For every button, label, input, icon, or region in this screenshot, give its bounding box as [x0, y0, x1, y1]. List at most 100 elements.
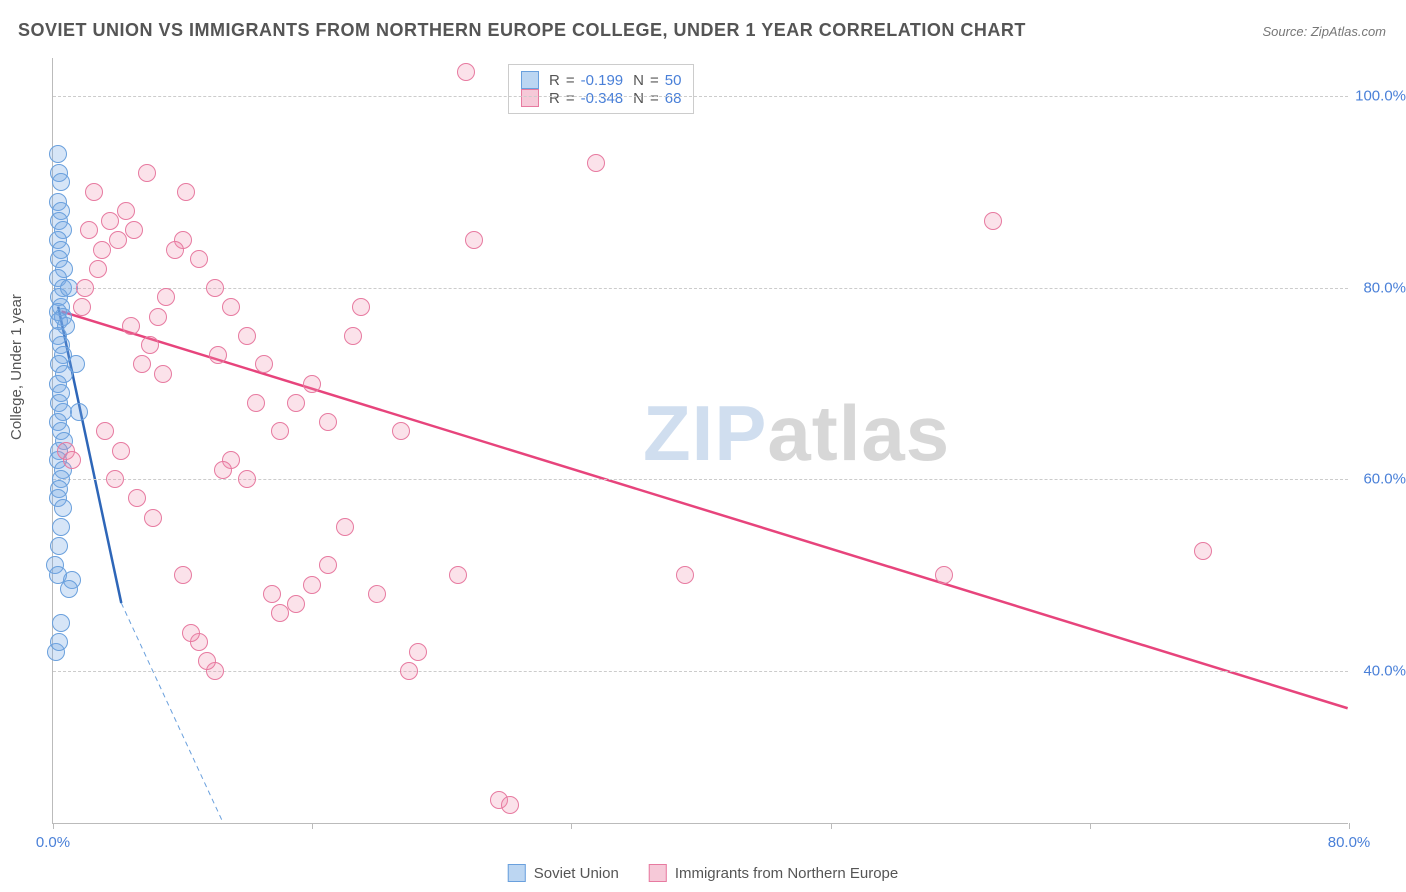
scatter-point — [106, 470, 124, 488]
scatter-point — [209, 346, 227, 364]
xtick-label: 80.0% — [1328, 834, 1371, 851]
xtick — [1090, 823, 1091, 829]
scatter-point — [400, 662, 418, 680]
scatter-point — [138, 164, 156, 182]
correlation-legend: R=-0.199 N=50 R=-0.348 N=68 — [508, 64, 694, 114]
chart-plot-area: ZIPatlas R=-0.199 N=50 R=-0.348 N=68 40.… — [52, 58, 1348, 824]
scatter-point — [112, 442, 130, 460]
scatter-point — [336, 518, 354, 536]
scatter-point — [109, 231, 127, 249]
scatter-point — [149, 308, 167, 326]
ytick-label: 40.0% — [1363, 662, 1406, 679]
scatter-point — [303, 375, 321, 393]
series-legend: Soviet Union Immigrants from Northern Eu… — [508, 864, 898, 882]
scatter-point — [50, 537, 68, 555]
chart-title: SOVIET UNION VS IMMIGRANTS FROM NORTHERN… — [18, 20, 1026, 41]
watermark-atlas: atlas — [767, 389, 950, 477]
scatter-point — [238, 470, 256, 488]
scatter-point — [344, 327, 362, 345]
scatter-point — [182, 624, 200, 642]
scatter-point — [76, 279, 94, 297]
trend-lines-svg — [53, 58, 1348, 823]
scatter-point — [67, 355, 85, 373]
xtick — [831, 823, 832, 829]
scatter-point — [52, 614, 70, 632]
xtick — [1349, 823, 1350, 829]
scatter-point — [247, 394, 265, 412]
legend-swatch-northern — [521, 89, 539, 107]
gridline-h — [53, 671, 1348, 672]
scatter-point — [206, 279, 224, 297]
scatter-point — [85, 183, 103, 201]
scatter-point — [125, 221, 143, 239]
scatter-point — [63, 451, 81, 469]
scatter-point — [93, 241, 111, 259]
scatter-point — [409, 643, 427, 661]
scatter-point — [287, 595, 305, 613]
scatter-point — [133, 355, 151, 373]
scatter-point — [501, 796, 519, 814]
scatter-point — [222, 298, 240, 316]
scatter-point — [52, 173, 70, 191]
scatter-point — [352, 298, 370, 316]
scatter-point — [587, 154, 605, 172]
scatter-point — [80, 221, 98, 239]
scatter-point — [166, 241, 184, 259]
scatter-point — [319, 413, 337, 431]
scatter-point — [117, 202, 135, 220]
scatter-point — [271, 422, 289, 440]
scatter-point — [271, 604, 289, 622]
scatter-point — [449, 566, 467, 584]
scatter-point — [128, 489, 146, 507]
r-value-northern: -0.348 — [581, 90, 624, 107]
ytick-label: 60.0% — [1363, 471, 1406, 488]
scatter-point — [154, 365, 172, 383]
scatter-point — [177, 183, 195, 201]
ytick-label: 80.0% — [1363, 279, 1406, 296]
legend-row-northern: R=-0.348 N=68 — [521, 89, 681, 107]
watermark: ZIPatlas — [643, 388, 950, 479]
xtick — [312, 823, 313, 829]
legend-bottom-swatch-northern — [649, 864, 667, 882]
legend-swatch-soviet — [521, 71, 539, 89]
scatter-point — [70, 403, 88, 421]
source-attribution: Source: ZipAtlas.com — [1262, 24, 1386, 39]
legend-bottom-swatch-soviet — [508, 864, 526, 882]
gridline-h — [53, 96, 1348, 97]
scatter-point — [368, 585, 386, 603]
n-value-northern: 68 — [665, 90, 682, 107]
n-value-soviet: 50 — [665, 72, 682, 89]
scatter-point — [287, 394, 305, 412]
scatter-point — [190, 250, 208, 268]
gridline-h — [53, 288, 1348, 289]
scatter-point — [319, 556, 337, 574]
scatter-point — [238, 327, 256, 345]
scatter-point — [676, 566, 694, 584]
xtick — [571, 823, 572, 829]
legend-item-northern: Immigrants from Northern Europe — [649, 864, 898, 882]
scatter-point — [174, 566, 192, 584]
legend-row-soviet: R=-0.199 N=50 — [521, 71, 681, 89]
scatter-point — [49, 566, 67, 584]
scatter-point — [54, 499, 72, 517]
scatter-point — [935, 566, 953, 584]
scatter-point — [49, 145, 67, 163]
legend-item-soviet: Soviet Union — [508, 864, 619, 882]
scatter-point — [392, 422, 410, 440]
xtick-label: 0.0% — [36, 834, 70, 851]
scatter-point — [214, 461, 232, 479]
scatter-point — [303, 576, 321, 594]
scatter-point — [52, 518, 70, 536]
scatter-point — [96, 422, 114, 440]
scatter-point — [122, 317, 140, 335]
scatter-point — [144, 509, 162, 527]
ytick-label: 100.0% — [1355, 88, 1406, 105]
scatter-point — [255, 355, 273, 373]
scatter-point — [984, 212, 1002, 230]
scatter-point — [457, 63, 475, 81]
scatter-point — [141, 336, 159, 354]
xtick — [53, 823, 54, 829]
scatter-point — [157, 288, 175, 306]
scatter-point — [50, 633, 68, 651]
legend-label-northern: Immigrants from Northern Europe — [675, 865, 898, 882]
